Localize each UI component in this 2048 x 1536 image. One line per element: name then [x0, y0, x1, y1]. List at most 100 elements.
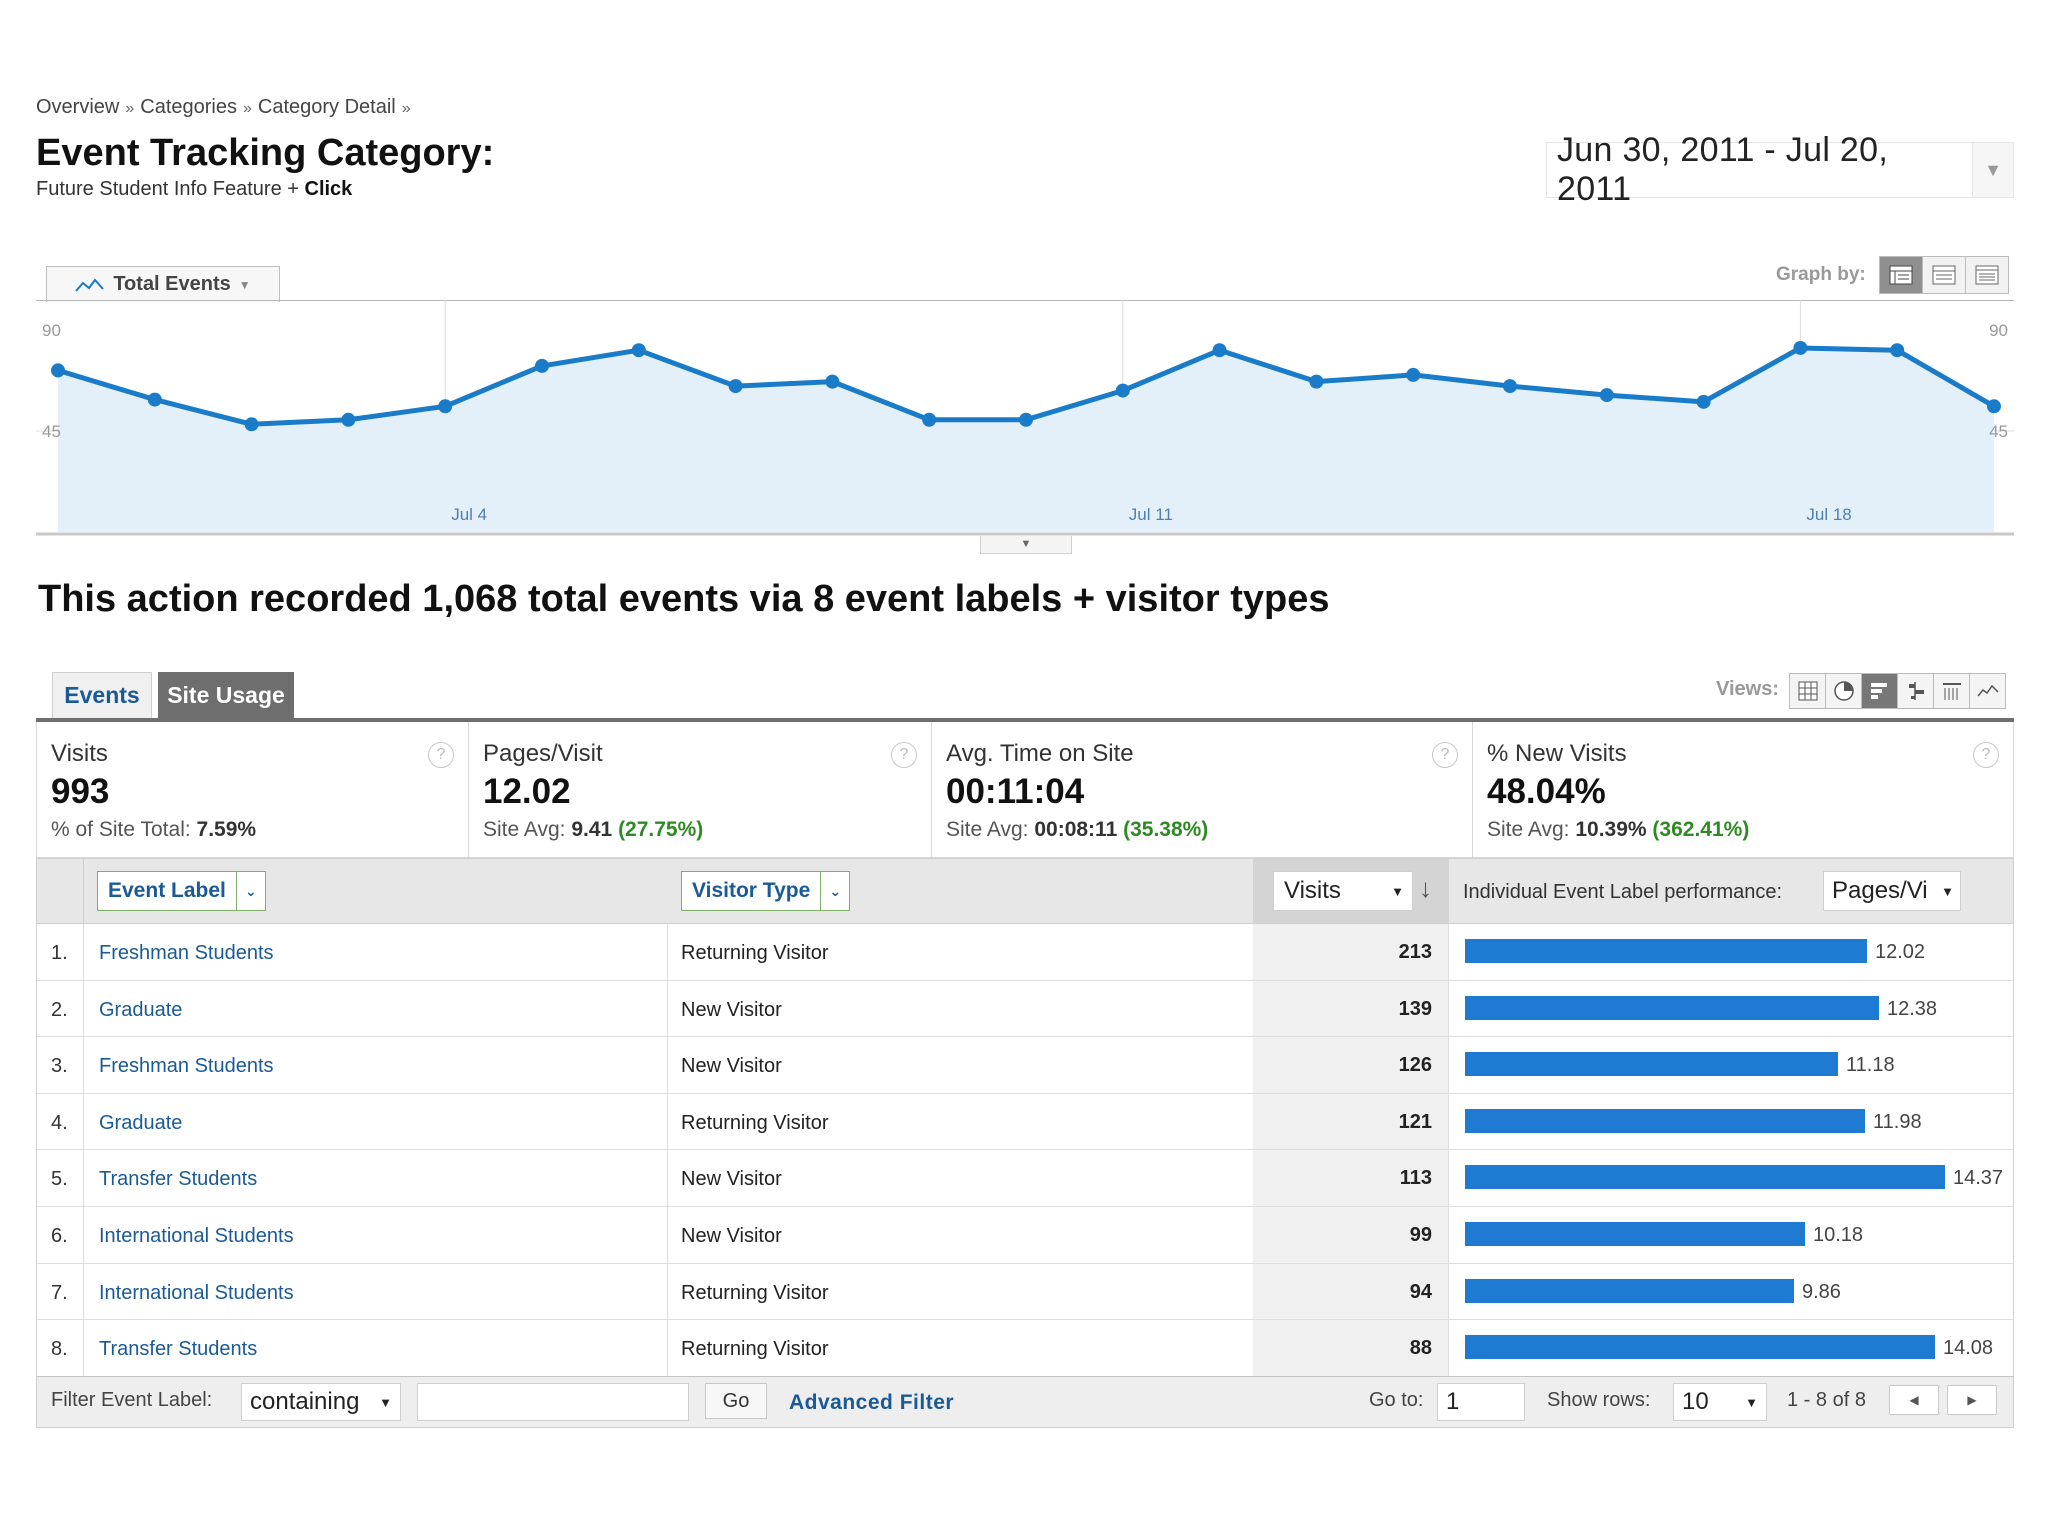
pivot-view-icon [1942, 683, 1961, 700]
data-point [1406, 367, 1421, 382]
help-icon[interactable]: ? [428, 742, 454, 768]
chevron-down-icon[interactable]: ▼ [1972, 143, 2013, 197]
view-performance-button[interactable] [1861, 673, 1898, 709]
event-label-link[interactable]: Transfer Students [99, 1338, 258, 1361]
metric-comparison: Site Avg: 9.41 (27.75%) [483, 818, 931, 842]
views-label: Views: [1716, 678, 1779, 700]
chevron-left-icon: ◀ [1909, 1393, 1919, 1407]
filter-go-button[interactable]: Go [705, 1383, 767, 1419]
filter-mode-value: containing [250, 1388, 360, 1415]
event-label-link[interactable]: Freshman Students [99, 1055, 274, 1078]
data-point [438, 399, 453, 414]
breadcrumb: Overview » Categories » Category Detail » [36, 96, 417, 119]
breadcrumb-categories[interactable]: Categories [140, 96, 237, 118]
filter-input[interactable] [417, 1383, 689, 1421]
column-divider [667, 924, 668, 980]
table-row: 1. Freshman Students Returning Visitor 213 1… [36, 924, 2014, 981]
table-row: 3. Freshman Students New Visitor 126 11.18 [36, 1037, 2014, 1094]
column-divider [83, 924, 84, 980]
table-body: 1. Freshman Students Returning Visitor 213 1… [36, 924, 2014, 1377]
graph-by-month-button[interactable] [1965, 256, 2009, 294]
date-range-picker[interactable]: Jun 30, 2011 - Jul 20, 2011 ▼ [1546, 131, 2014, 208]
metric-selector-tab[interactable]: Total Events ▼ [46, 266, 280, 302]
performance-value: 11.98 [1873, 1110, 1922, 1133]
visitor-type: Returning Visitor [681, 1338, 829, 1361]
column-divider [83, 1320, 84, 1376]
row-number: 3. [51, 1055, 68, 1078]
advanced-filter-link[interactable]: Advanced Filter [789, 1391, 955, 1414]
help-icon[interactable]: ? [891, 742, 917, 768]
goto-page-input[interactable] [1437, 1383, 1525, 1421]
pie-view-icon [1833, 681, 1854, 701]
visitor-type: New Visitor [681, 1168, 782, 1191]
table-row: 7. International Students Returning Visito… [36, 1263, 2014, 1321]
chevron-down-icon: ▼ [238, 277, 251, 292]
table-footer: Filter Event Label: containing ▼ Go Advan… [36, 1376, 2014, 1428]
view-table-button[interactable] [1789, 673, 1826, 709]
data-point [147, 392, 162, 407]
data-point [1890, 343, 1905, 358]
view-pie-button[interactable] [1825, 673, 1862, 709]
sort-descending-icon[interactable]: ↓ [1419, 873, 1432, 903]
event-label-link[interactable]: Freshman Students [99, 942, 274, 964]
event-label-link[interactable]: International Students [99, 1281, 294, 1304]
double-chevron-down-icon: ⌄ [820, 872, 849, 910]
metric-label: Visits [51, 740, 108, 767]
performance-value: 12.38 [1887, 997, 1938, 1020]
chart-collapse-handle[interactable]: ▼ [980, 536, 1072, 554]
event-label-link[interactable]: Graduate [99, 1111, 183, 1134]
data-point [1115, 383, 1130, 398]
view-buttons [1789, 673, 2006, 709]
data-point [1599, 388, 1614, 403]
visits-value: 94 [1253, 1263, 1449, 1320]
next-page-button[interactable]: ▶ [1947, 1385, 1997, 1415]
breadcrumb-separator: » [401, 100, 411, 117]
table-row: 4. Graduate Returning Visitor 121 11.98 [36, 1093, 2014, 1151]
metric-select[interactable]: Visits ▼ [1273, 871, 1413, 911]
column-divider [83, 859, 84, 923]
view-pivot-button[interactable] [1933, 673, 1970, 709]
graph-by-buttons [1879, 256, 2009, 294]
dimension-visitor-type-picker[interactable]: Visitor Type ⌄ [681, 871, 851, 911]
breadcrumb-separator: » [125, 100, 135, 117]
performance-value: 9.86 [1802, 1280, 1841, 1303]
filter-mode-select[interactable]: containing ▼ [241, 1383, 401, 1421]
visits-value: 113 [1253, 1150, 1449, 1206]
page-subtitle: Future Student Info Feature + Click [36, 178, 352, 201]
data-point [244, 417, 259, 432]
date-range-text: Jun 30, 2011 - Jul 20, 2011 [1557, 131, 1889, 208]
metric-label: % New Visits [1487, 740, 1627, 767]
view-sparkline-button[interactable] [1969, 673, 2006, 709]
breadcrumb-category-detail[interactable]: Category Detail [257, 96, 396, 118]
performance-bar [1465, 1165, 1945, 1190]
previous-page-button[interactable]: ◀ [1889, 1385, 1939, 1415]
visitor-type: Returning Visitor [681, 1111, 829, 1134]
event-label-link[interactable]: Transfer Students [99, 1168, 258, 1191]
event-label-link[interactable]: International Students [99, 1224, 294, 1247]
tab-site-usage[interactable]: Site Usage [158, 672, 294, 718]
column-divider [83, 1150, 84, 1206]
help-icon[interactable]: ? [1973, 742, 1999, 768]
table-view-icon [1798, 681, 1817, 701]
tabs-divider [36, 718, 2014, 722]
metric-pages-visit: Pages/Visit 12.02 Site Avg: 9.41 (27.75%… [469, 722, 932, 857]
help-icon[interactable]: ? [1432, 742, 1458, 768]
data-point [1503, 379, 1517, 394]
tab-events[interactable]: Events [52, 672, 152, 718]
event-label-link[interactable]: Graduate [99, 998, 183, 1021]
performance-metric-select[interactable]: Pages/Vi ▼ [1823, 871, 1961, 911]
table-row: 5. Transfer Students New Visitor 113 14.37 [36, 1150, 2014, 1207]
visitor-type: New Visitor [681, 1224, 782, 1247]
graph-by-week-button[interactable] [1922, 256, 1966, 294]
breadcrumb-overview[interactable]: Overview [36, 96, 120, 118]
dimension-label: Event Label [108, 879, 226, 902]
chevron-down-icon: ▼ [1391, 883, 1404, 899]
show-rows-select[interactable]: 10 ▼ [1673, 1383, 1767, 1421]
filter-label: Filter Event Label: [51, 1389, 213, 1411]
row-number: 5. [51, 1168, 68, 1191]
graph-by-day-button[interactable] [1879, 256, 1923, 294]
view-comparison-button[interactable] [1897, 673, 1934, 709]
data-point [825, 374, 840, 389]
dimension-event-label-picker[interactable]: Event Label ⌄ [97, 871, 266, 911]
metric-comparison-label: % of Site Total: [51, 818, 197, 841]
